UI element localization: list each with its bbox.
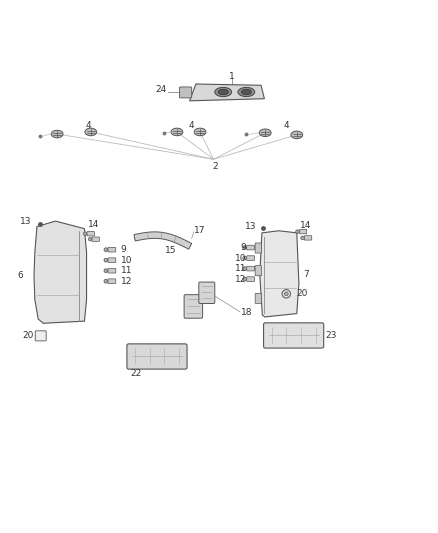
FancyBboxPatch shape (108, 247, 116, 252)
Ellipse shape (291, 131, 303, 139)
FancyBboxPatch shape (247, 277, 254, 281)
FancyBboxPatch shape (264, 323, 324, 348)
FancyBboxPatch shape (92, 237, 99, 241)
Text: 9: 9 (120, 245, 126, 254)
Text: 7: 7 (303, 270, 309, 279)
Text: 1: 1 (229, 71, 234, 80)
FancyBboxPatch shape (255, 243, 261, 253)
Circle shape (243, 266, 247, 270)
Ellipse shape (259, 129, 271, 136)
FancyBboxPatch shape (247, 245, 254, 250)
Ellipse shape (215, 87, 232, 96)
Text: 4: 4 (283, 121, 289, 130)
Circle shape (282, 289, 290, 298)
Text: 11: 11 (235, 264, 246, 273)
Ellipse shape (241, 89, 251, 95)
Polygon shape (134, 232, 192, 249)
Text: 13: 13 (245, 222, 257, 231)
FancyBboxPatch shape (108, 258, 116, 263)
Text: 2: 2 (213, 163, 219, 171)
Text: 4: 4 (86, 121, 92, 130)
Ellipse shape (171, 128, 183, 136)
FancyBboxPatch shape (108, 279, 116, 284)
Text: 6: 6 (18, 271, 24, 280)
Polygon shape (190, 84, 265, 101)
Text: 11: 11 (120, 266, 132, 275)
Text: 9: 9 (240, 243, 246, 252)
Polygon shape (260, 231, 299, 317)
Ellipse shape (85, 128, 97, 136)
Text: 14: 14 (88, 220, 99, 229)
FancyBboxPatch shape (127, 344, 187, 369)
Ellipse shape (194, 128, 206, 136)
FancyBboxPatch shape (255, 265, 261, 276)
Text: 20: 20 (297, 289, 308, 298)
Circle shape (104, 279, 108, 283)
Text: 10: 10 (235, 254, 246, 263)
FancyBboxPatch shape (180, 87, 192, 98)
FancyBboxPatch shape (108, 269, 116, 273)
Circle shape (243, 246, 247, 249)
FancyBboxPatch shape (35, 331, 46, 341)
Circle shape (104, 269, 108, 272)
Text: 4: 4 (189, 121, 194, 130)
Text: 24: 24 (155, 85, 166, 94)
Text: 14: 14 (300, 221, 311, 230)
FancyBboxPatch shape (247, 256, 254, 261)
Circle shape (104, 259, 108, 262)
Text: 20: 20 (23, 332, 34, 341)
Ellipse shape (51, 130, 63, 138)
Ellipse shape (218, 89, 228, 95)
FancyBboxPatch shape (199, 282, 215, 303)
Polygon shape (34, 221, 87, 324)
Circle shape (301, 236, 304, 240)
Text: 12: 12 (120, 277, 132, 286)
Circle shape (104, 248, 108, 252)
Ellipse shape (238, 87, 255, 96)
FancyBboxPatch shape (247, 266, 254, 271)
Text: 22: 22 (131, 369, 142, 378)
Circle shape (88, 237, 92, 241)
Text: 15: 15 (165, 246, 177, 255)
FancyBboxPatch shape (255, 293, 261, 303)
Text: 17: 17 (194, 227, 205, 235)
Text: 12: 12 (235, 274, 246, 284)
Circle shape (284, 292, 288, 296)
Circle shape (243, 256, 247, 260)
Circle shape (296, 230, 299, 233)
Circle shape (243, 277, 247, 281)
Text: 10: 10 (120, 256, 132, 265)
FancyBboxPatch shape (184, 295, 203, 318)
Text: 23: 23 (325, 331, 337, 340)
Text: 18: 18 (241, 308, 252, 317)
Circle shape (83, 232, 87, 236)
Text: 13: 13 (21, 217, 32, 227)
FancyBboxPatch shape (300, 229, 307, 234)
FancyBboxPatch shape (304, 236, 312, 240)
FancyBboxPatch shape (87, 231, 94, 236)
